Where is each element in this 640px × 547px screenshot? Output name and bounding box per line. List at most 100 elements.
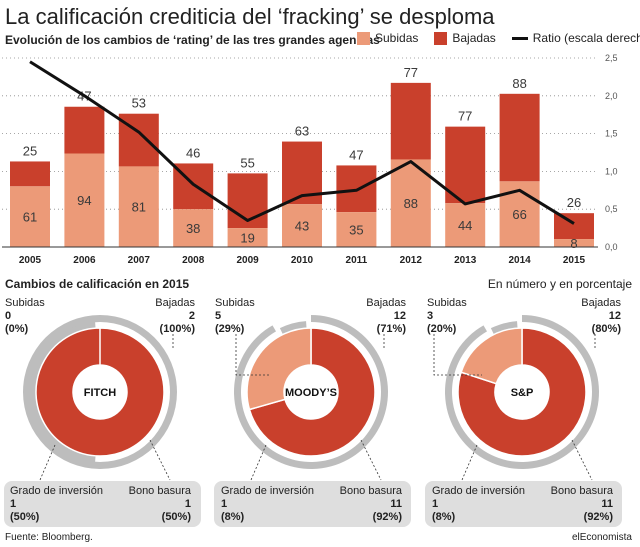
outer-ring-grado (279, 321, 307, 335)
bar-subidas (64, 153, 105, 247)
fitch-grado-count: 1 (10, 498, 17, 510)
y2-tick-label: 0,0 (605, 242, 618, 252)
y2-tick-label: 2,5 (605, 53, 618, 63)
outer-ring-grado (28, 321, 96, 463)
data-label-bajadas: 55 (240, 155, 254, 170)
y2-tick-label: 1,0 (605, 166, 618, 176)
fitch-basura-count: 1 (184, 498, 191, 510)
y2-tick-label: 2,0 (605, 91, 618, 101)
legend-item-ratio: Ratio (escala derecha) (511, 31, 640, 45)
x-tick-label: 2007 (128, 255, 151, 266)
sp-grado-count: 1 (432, 498, 439, 510)
donut-hole (74, 366, 126, 418)
fitch-subidas-count: 0 (5, 310, 12, 322)
moodys-grado-name: Grado de inversión (221, 485, 314, 497)
bar-subidas (282, 204, 322, 247)
bar-bajadas (10, 161, 50, 187)
bar-bajadas (390, 82, 431, 160)
sp-basura-name: Bono basura (550, 485, 613, 497)
sp-grado-pct: (8%) (432, 511, 456, 523)
fitch-subidas-name: Subidas (5, 297, 45, 309)
leader-basura (360, 439, 382, 481)
legend-swatch-ratio (511, 36, 528, 40)
moodys-basura-name: Bono basura (339, 485, 402, 497)
x-tick-label: 2012 (400, 255, 423, 266)
fitch-bajadas-pct: (100%) (159, 323, 195, 335)
legend: Subidas Bajadas Ratio (escala derecha) (357, 31, 640, 45)
x-tick-label: 2010 (291, 255, 314, 266)
x-tick-label: 2008 (182, 255, 205, 266)
legend-swatch-subidas (357, 31, 370, 45)
sp-bajadas-count: 12 (608, 310, 621, 322)
bar-subidas (173, 209, 214, 247)
fitch-grado-pct: (50%) (10, 511, 40, 523)
donut-hole (285, 366, 337, 418)
fitch-bajadas-count: 2 (188, 310, 195, 322)
inner-slice-bajadas (248, 327, 376, 457)
bar-bajadas (554, 213, 594, 240)
section-title: Cambios de calificación en 2015 (5, 277, 190, 291)
data-label-bajadas: 46 (186, 145, 200, 160)
moodys-grado-label: Grado de inversión 1 (8%) (221, 485, 314, 524)
data-label-subidas: 35 (349, 223, 363, 238)
data-label-bajadas: 26 (567, 195, 581, 210)
inner-slice-bajadas (35, 327, 165, 457)
fitch-basura-pct: (50%) (161, 511, 191, 523)
donut-agency-label: MOODY’S (285, 387, 337, 399)
bar-subidas (390, 159, 431, 247)
sp-subidas-pct: (20%) (427, 323, 457, 335)
inner-slice-subidas (246, 327, 312, 411)
x-tick-label: 2005 (19, 255, 42, 266)
sp-subidas-count: 3 (427, 310, 434, 322)
leader-subidas (235, 334, 271, 376)
x-tick-label: 2013 (454, 255, 477, 266)
fitch-subidas-label: Subidas 0 (0%) (5, 297, 45, 336)
moodys-grado-count: 1 (221, 498, 228, 510)
bar-bajadas (499, 93, 540, 182)
bar-subidas (554, 239, 594, 247)
chart-subtitle: Evolución de los cambios de ‘rating’ de … (5, 33, 380, 47)
data-label-bajadas: 88 (512, 76, 526, 91)
moodys-basura-count: 11 (390, 498, 402, 510)
sp-basura-label: Bono basura 11 (92%) (537, 485, 613, 524)
data-label-bajadas: 53 (132, 96, 146, 111)
leader-subidas (433, 334, 482, 376)
x-tick-label: 2014 (508, 255, 531, 266)
ratio-line (29, 60, 575, 225)
sp-bajadas-label: Bajadas 12 (80%) (555, 297, 621, 336)
moodys-bajadas-count: 12 (393, 310, 406, 322)
x-tick-label: 2009 (236, 255, 259, 266)
bar-subidas (118, 166, 159, 247)
moodys-grado-pct: (8%) (221, 511, 245, 523)
data-label-bajadas: 63 (295, 124, 309, 139)
donut-agency-label: S&P (511, 387, 534, 399)
data-label-subidas: 66 (512, 207, 526, 222)
leader-basura (571, 439, 593, 481)
data-label-subidas: 94 (77, 193, 91, 208)
summary-box-sp (425, 481, 622, 527)
donut-hole (496, 366, 548, 418)
moodys-subidas-count: 5 (215, 310, 222, 322)
x-tick-label: 2006 (73, 255, 96, 266)
moodys-bajadas-pct: (71%) (376, 323, 406, 335)
sp-grado-label: Grado de inversión 1 (8%) (432, 485, 525, 524)
legend-item-bajadas: Bajadas (434, 31, 496, 45)
inner-slice-subidas (460, 327, 523, 385)
inner-slice-bajadas (457, 327, 587, 457)
sp-grado-name: Grado de inversión (432, 485, 525, 497)
chart-title: La calificación crediticia del ‘fracking… (5, 4, 495, 29)
bar-subidas (336, 212, 377, 247)
x-tick-label: 2015 (563, 255, 586, 266)
donut-agency-label: FITCH (84, 387, 116, 399)
summary-box-fitch (4, 481, 201, 527)
data-label-subidas: 19 (240, 231, 254, 246)
data-label-bajadas: 77 (458, 109, 472, 124)
data-label-subidas: 38 (186, 221, 200, 236)
leader-grado (39, 444, 56, 481)
data-label-bajadas: 25 (23, 143, 37, 158)
fitch-grado-label: Grado de inversión 1 (50%) (10, 485, 103, 524)
legend-swatch-bajadas (434, 31, 448, 45)
fitch-bajadas-label: Bajadas 2 (100%) (125, 297, 195, 336)
